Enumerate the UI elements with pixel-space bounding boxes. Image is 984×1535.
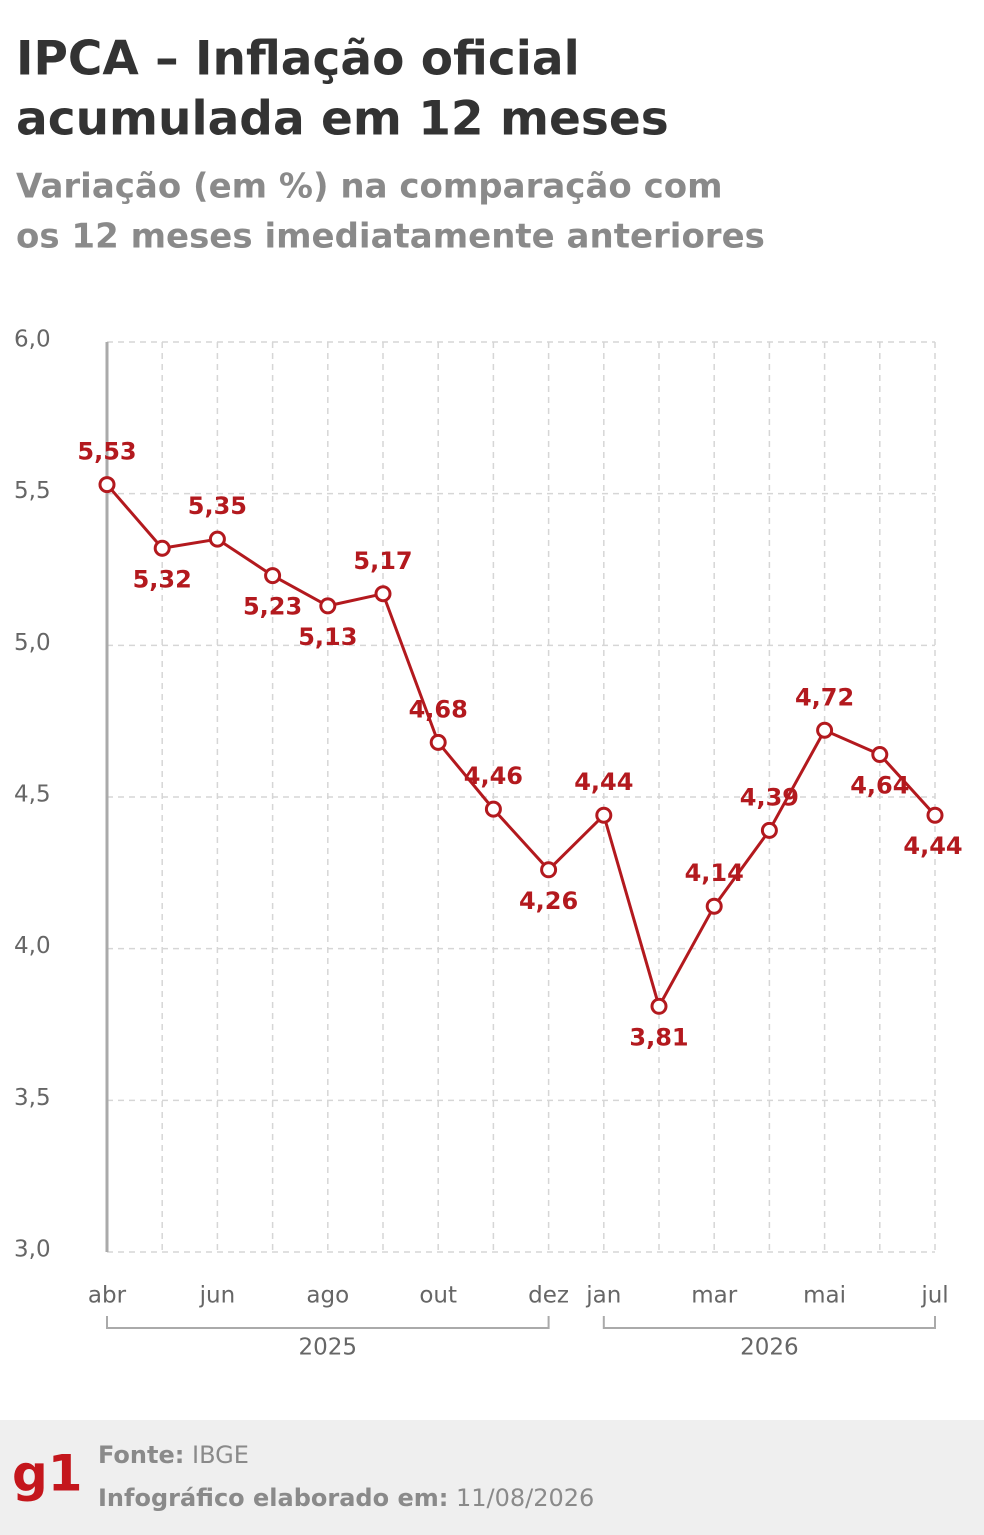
point [926, 806, 944, 824]
point [816, 721, 834, 739]
value-label: 4,64 [850, 772, 909, 800]
point [705, 897, 723, 915]
point [208, 530, 226, 548]
logo: g1 [12, 1445, 83, 1503]
x-tick-label: jun [199, 1283, 236, 1309]
y-tick-label: 6,0 [14, 327, 51, 353]
point [540, 861, 558, 879]
point [871, 746, 889, 764]
year-bracket [602, 1316, 936, 1329]
value-label: 4,44 [574, 768, 633, 796]
value-label: 4,26 [519, 887, 578, 915]
point [153, 539, 171, 557]
value-label: 5,53 [77, 438, 136, 466]
source-label: Fonte: [98, 1441, 184, 1469]
date-label: Infográfico elaborado em: [98, 1484, 448, 1512]
chart-title: IPCA – Inflação oficial [16, 32, 580, 87]
source: Fonte: IBGE [98, 1441, 249, 1469]
y-tick-label: 3,0 [14, 1237, 51, 1263]
chart-title: acumulada em 12 meses [16, 92, 669, 147]
value-label: 4,72 [795, 683, 854, 711]
x-tick-label: dez [528, 1283, 569, 1309]
point [760, 821, 778, 839]
value-label: 5,23 [243, 593, 302, 621]
footer-bg [0, 1420, 984, 1535]
y-tick-label: 3,5 [14, 1085, 51, 1111]
x-tick-label: out [419, 1283, 457, 1309]
value-label: 5,35 [188, 492, 247, 520]
value-label: 4,39 [740, 783, 799, 811]
x-tick-label: mai [803, 1283, 846, 1309]
point [595, 806, 613, 824]
year-label: 2026 [740, 1335, 799, 1361]
point [374, 585, 392, 603]
year-bracket [106, 1316, 550, 1329]
chart-subtitle: os 12 meses imediatamente anteriores [16, 217, 765, 257]
y-tick-label: 5,0 [14, 630, 51, 656]
point [650, 997, 668, 1015]
x-tick-label: jul [920, 1283, 948, 1309]
point [484, 800, 502, 818]
x-tick-label: mar [691, 1283, 737, 1309]
x-tick-label: ago [306, 1283, 349, 1309]
value-label: 4,14 [685, 859, 744, 887]
point [429, 733, 447, 751]
x-tick-label: abr [88, 1283, 127, 1309]
chart-subtitle: Variação (em %) na comparação com [16, 167, 723, 207]
point [319, 597, 337, 615]
value-label: 5,13 [298, 623, 357, 651]
line [105, 483, 937, 1011]
y-tick-label: 5,5 [14, 478, 51, 504]
date: Infográfico elaborado em: 11/08/2026 [98, 1484, 594, 1512]
value-label: 3,81 [629, 1023, 688, 1051]
value-label: 4,46 [464, 762, 523, 790]
point [264, 567, 282, 585]
value-label: 4,68 [409, 695, 468, 723]
source-value: IBGE [192, 1441, 249, 1469]
year-label: 2025 [299, 1335, 358, 1361]
value-label: 4,44 [903, 832, 962, 860]
x-tick-label: jan [585, 1283, 621, 1309]
value-label: 5,17 [353, 547, 412, 575]
point [98, 476, 116, 494]
date-value: 11/08/2026 [456, 1484, 594, 1512]
y-tick-label: 4,0 [14, 933, 51, 959]
y-tick-label: 4,5 [14, 782, 51, 808]
value-label: 5,32 [133, 565, 192, 593]
